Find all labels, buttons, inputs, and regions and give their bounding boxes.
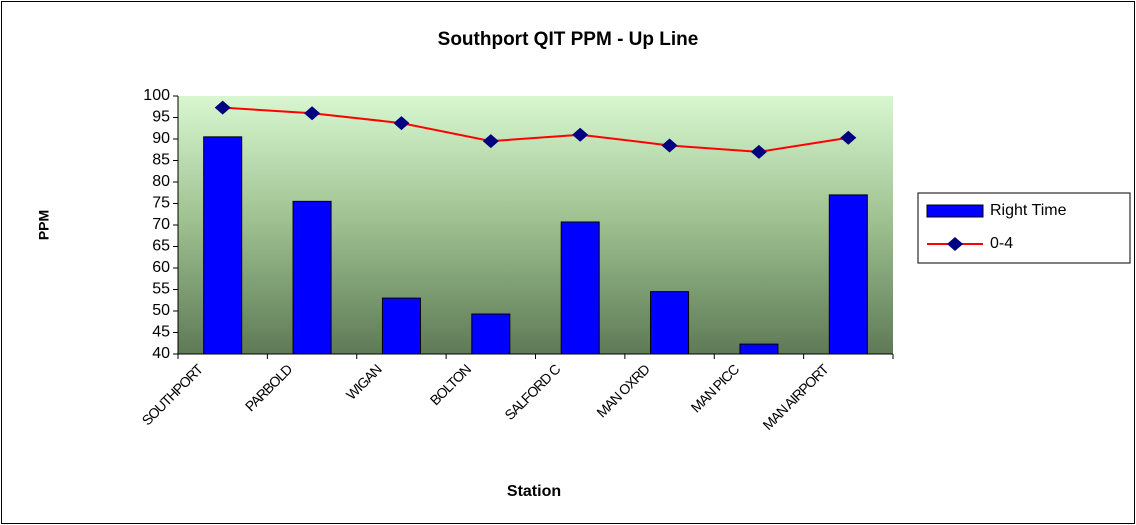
y-tick-label: 65 bbox=[152, 238, 170, 255]
y-tick-label: 80 bbox=[152, 173, 170, 190]
legend-label: 0-4 bbox=[990, 235, 1013, 252]
marker bbox=[750, 144, 767, 159]
legend-marker bbox=[947, 237, 963, 251]
bar bbox=[203, 136, 243, 355]
legend-label: Right Time bbox=[990, 202, 1067, 219]
bar bbox=[560, 221, 600, 355]
bar bbox=[381, 297, 421, 355]
y-tick-label: 90 bbox=[152, 130, 170, 147]
y-tick-label: 95 bbox=[152, 109, 170, 126]
legend-swatch bbox=[926, 204, 984, 218]
marker bbox=[661, 138, 678, 153]
y-tick-label: 75 bbox=[152, 195, 170, 212]
y-tick-label: 60 bbox=[152, 259, 170, 276]
bar bbox=[471, 313, 511, 355]
y-tick-label: 100 bbox=[143, 87, 170, 104]
marker bbox=[214, 100, 231, 115]
y-axis-label: PPM bbox=[36, 210, 52, 240]
marker bbox=[572, 127, 589, 142]
bar bbox=[739, 343, 779, 355]
bar bbox=[292, 200, 332, 355]
y-tick-label: 45 bbox=[152, 324, 170, 341]
y-tick-label: 50 bbox=[152, 302, 170, 319]
y-tick-label: 85 bbox=[152, 152, 170, 169]
marker bbox=[482, 134, 499, 149]
marker bbox=[393, 116, 410, 131]
x-axis-label: Station bbox=[507, 483, 561, 500]
line bbox=[222, 106, 849, 153]
marker bbox=[840, 130, 857, 145]
y-tick-label: 40 bbox=[152, 345, 170, 362]
bar bbox=[650, 291, 690, 355]
bar bbox=[828, 194, 868, 355]
y-tick-label: 55 bbox=[152, 281, 170, 298]
chart-title: Southport QIT PPM - Up Line bbox=[438, 29, 699, 50]
plot-area bbox=[178, 96, 893, 354]
y-tick-label: 70 bbox=[152, 216, 170, 233]
marker bbox=[304, 106, 321, 121]
